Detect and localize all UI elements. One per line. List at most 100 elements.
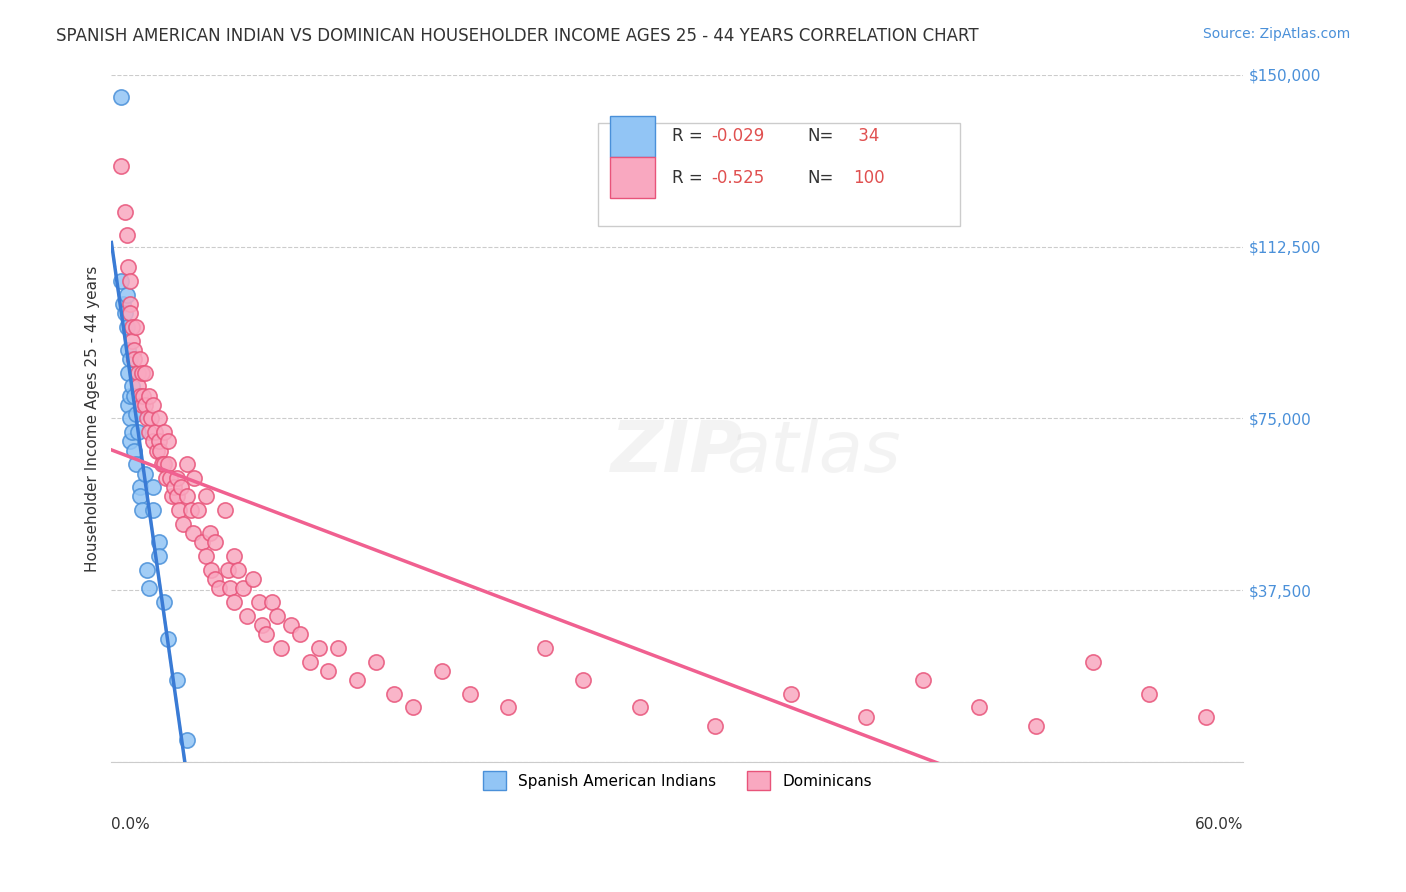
Point: [217, 563, 239, 577]
Point: [704, 719, 727, 733]
Point: [136, 411, 159, 425]
Point: [458, 687, 481, 701]
Point: [1195, 709, 1218, 723]
Point: [232, 581, 254, 595]
Point: [176, 490, 198, 504]
Point: [149, 443, 172, 458]
Point: [122, 343, 145, 357]
Point: [127, 425, 149, 440]
Point: [384, 687, 406, 701]
Point: [120, 351, 142, 366]
Point: [247, 595, 270, 609]
Point: [496, 700, 519, 714]
Point: [183, 471, 205, 485]
Text: R =: R =: [672, 169, 707, 186]
Point: [128, 388, 150, 402]
Point: [131, 503, 153, 517]
Point: [226, 563, 249, 577]
Y-axis label: Householder Income Ages 25 - 44 years: Householder Income Ages 25 - 44 years: [86, 265, 100, 572]
Point: [180, 503, 202, 517]
Point: [254, 627, 277, 641]
Point: [145, 443, 167, 458]
Point: [110, 159, 132, 173]
Point: [110, 274, 132, 288]
Point: [364, 655, 387, 669]
Point: [194, 549, 217, 563]
Point: [156, 458, 179, 472]
Point: [194, 490, 217, 504]
Point: [142, 503, 165, 517]
Point: [222, 549, 245, 563]
Point: [143, 425, 166, 440]
Point: [128, 480, 150, 494]
Point: [219, 581, 242, 595]
Point: [969, 700, 991, 714]
Text: -0.525: -0.525: [711, 169, 765, 186]
Point: [115, 287, 138, 301]
Point: [534, 640, 557, 655]
Point: [266, 608, 288, 623]
Text: 34: 34: [853, 128, 879, 145]
Point: [166, 490, 188, 504]
Point: [139, 411, 162, 425]
Point: [114, 306, 136, 320]
Point: [153, 425, 176, 440]
Point: [176, 732, 198, 747]
Point: [110, 90, 132, 104]
Point: [430, 664, 453, 678]
Point: [1025, 719, 1047, 733]
Point: [121, 334, 143, 348]
Point: [115, 319, 138, 334]
Point: [142, 398, 165, 412]
Point: [156, 434, 179, 449]
Text: N=: N=: [807, 128, 834, 145]
Point: [288, 627, 311, 641]
Point: [148, 549, 170, 563]
Point: [222, 595, 245, 609]
Point: [122, 351, 145, 366]
Point: [125, 407, 148, 421]
Point: [134, 398, 156, 412]
Point: [142, 434, 165, 449]
Point: [134, 467, 156, 481]
Bar: [610, 116, 655, 157]
Point: [252, 618, 274, 632]
Point: [138, 425, 160, 440]
Point: [117, 398, 139, 412]
Point: [155, 471, 177, 485]
Point: [214, 503, 236, 517]
Point: [150, 458, 173, 472]
Point: [121, 425, 143, 440]
Point: [125, 458, 148, 472]
Point: [270, 640, 292, 655]
Text: 0.0%: 0.0%: [111, 817, 150, 832]
Point: [128, 490, 150, 504]
Point: [134, 366, 156, 380]
Text: N=: N=: [807, 169, 834, 186]
Text: atlas: atlas: [725, 418, 901, 487]
Point: [127, 366, 149, 380]
Point: [187, 503, 209, 517]
Point: [198, 526, 221, 541]
Text: Source: ZipAtlas.com: Source: ZipAtlas.com: [1202, 27, 1350, 41]
Point: [121, 379, 143, 393]
Point: [204, 535, 226, 549]
Point: [242, 572, 264, 586]
Point: [298, 655, 321, 669]
Point: [170, 480, 193, 494]
Point: [111, 297, 134, 311]
Point: [855, 709, 877, 723]
Point: [191, 535, 214, 549]
Point: [121, 319, 143, 334]
Text: ZIP: ZIP: [612, 418, 744, 487]
Point: [138, 581, 160, 595]
Point: [128, 351, 150, 366]
Point: [148, 535, 170, 549]
Text: 100: 100: [853, 169, 884, 186]
Point: [169, 503, 191, 517]
Point: [628, 700, 651, 714]
Point: [346, 673, 368, 687]
Point: [159, 471, 181, 485]
Point: [132, 388, 155, 402]
Point: [136, 563, 159, 577]
